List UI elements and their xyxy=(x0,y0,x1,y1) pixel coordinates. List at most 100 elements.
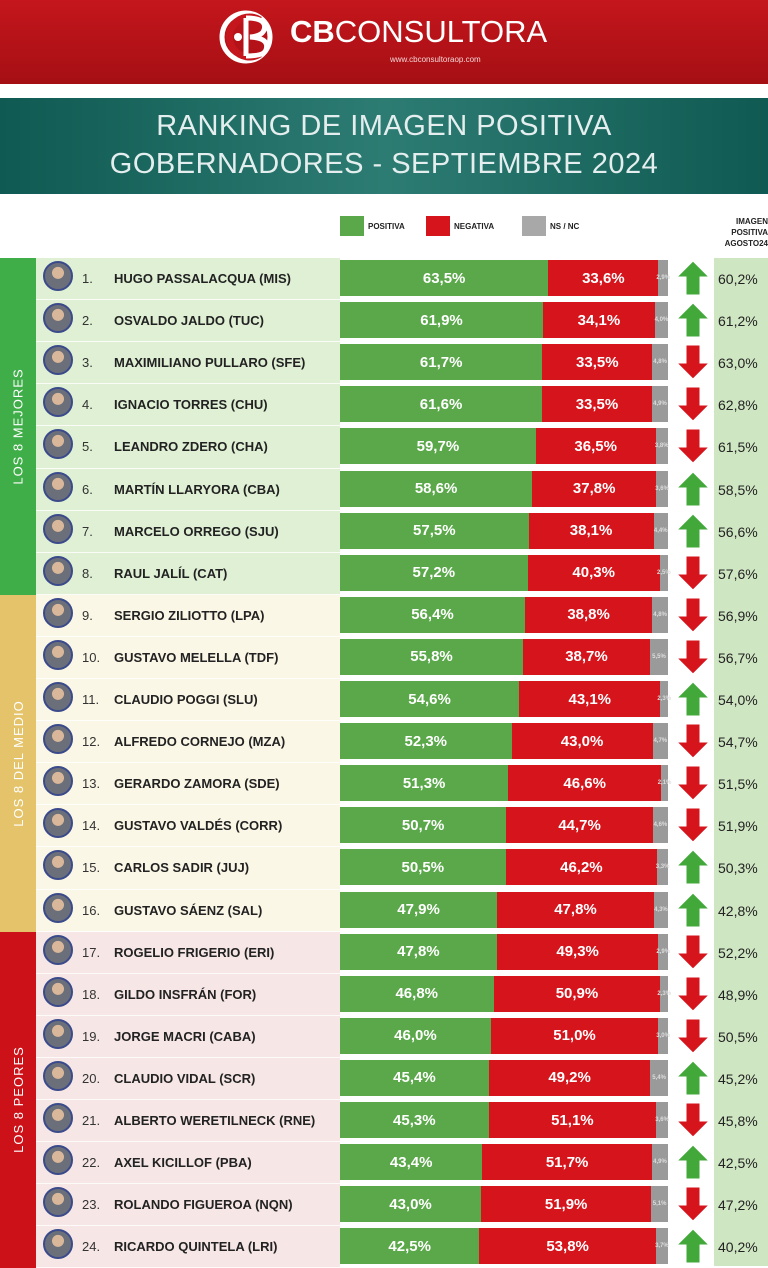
stacked-bar: 47,8% 49,3% 2,9% xyxy=(340,933,670,970)
governor-name: MAXIMILIANO PULLARO (SFE) xyxy=(114,355,306,371)
governor-avatar xyxy=(43,724,73,755)
previous-value: 51,5% xyxy=(718,776,758,793)
governor-name: RAUL JALÍL (CAT) xyxy=(114,565,228,581)
bar-nsnc: 5,1% xyxy=(651,1186,668,1223)
row-separator xyxy=(36,1099,340,1100)
cb-logo-icon xyxy=(219,10,273,64)
previous-value: 62,8% xyxy=(718,397,758,414)
rank-number: 14. xyxy=(82,818,101,834)
table-row: 15. CARLOS SADIR (JUJ) 50,5% 46,2% 3,3% 50,3% xyxy=(0,847,768,887)
bar-positive: 51,3% xyxy=(340,765,509,802)
governor-name: CLAUDIO VIDAL (SCR) xyxy=(114,1070,256,1086)
governor-avatar xyxy=(43,345,73,376)
governor-name: CLAUDIO POGGI (SLU) xyxy=(114,692,258,707)
row-separator xyxy=(36,593,340,595)
title-band: RANKING DE IMAGEN POSITIVA GOBERNADORES … xyxy=(0,98,768,194)
bar-positive: 47,9% xyxy=(340,891,498,928)
rank-number: 4. xyxy=(82,397,93,413)
bar-nsnc: 4,6% xyxy=(652,807,668,844)
table-row: 7. MARCELO ORREGO (SJU) 57,5% 38,1% 4,4% 56,6… xyxy=(0,511,768,551)
governor-name: JORGE MACRI (CABA) xyxy=(114,1028,256,1044)
chart-title-line-2: GOBERNADORES - SEPTIEMBRE 2024 xyxy=(109,148,659,180)
arrow-up-icon xyxy=(676,512,710,549)
bar-nsnc: 2,9% xyxy=(656,933,670,970)
rank-number: 17. xyxy=(82,944,101,960)
previous-value: 61,5% xyxy=(718,439,758,456)
stacked-bar: 59,7% 36,5% 3,8% xyxy=(340,428,669,465)
stacked-bar: 56,4% 38,8% 4,8% xyxy=(340,596,668,633)
previous-value: 58,5% xyxy=(718,481,758,498)
bar-nsnc: 3,7% xyxy=(655,1228,669,1265)
table-row: 22. AXEL KICILLOF (PBA) 43,4% 51,7% 4,9% 42,5… xyxy=(0,1142,768,1182)
row-separator xyxy=(36,425,340,427)
bar-negative: 50,9% xyxy=(493,975,661,1012)
governor-avatar xyxy=(43,261,73,291)
table-row: 19. JORGE MACRI (CABA) 46,0% 51,0% 3,0% 50,5% xyxy=(0,1016,768,1056)
bar-negative: 53,8% xyxy=(479,1228,656,1265)
bar-negative: 38,7% xyxy=(523,638,650,675)
previous-value: 60,2% xyxy=(718,271,758,287)
previous-value: 40,2% xyxy=(718,1239,758,1256)
bar-nsnc: 3,3% xyxy=(656,849,669,886)
previous-value: 45,2% xyxy=(718,1070,758,1087)
table-row: 1. HUGO PASSALACQUA (MIS) 63,5% 33,6% 2,9% 60… xyxy=(0,258,768,298)
previous-value: 52,2% xyxy=(718,944,758,961)
governor-name: GUSTAVO MELELLA (TDF) xyxy=(114,649,279,665)
arrow-down-icon xyxy=(676,1018,710,1054)
bar-positive: 43,0% xyxy=(340,1186,482,1223)
stacked-bar: 43,0% 51,9% 5,1% xyxy=(340,1186,668,1223)
table-row: 5. LEANDRO ZDERO (CHA) 59,7% 36,5% 3,8% 61,5% xyxy=(0,426,768,466)
bar-nsnc: 3,8% xyxy=(655,428,669,465)
rank-number: 21. xyxy=(82,1113,101,1128)
governor-avatar xyxy=(43,597,73,628)
bar-nsnc: 3,6% xyxy=(655,470,669,507)
brand-url: www.cbconsultoraop.com xyxy=(390,55,481,64)
governor-name: GILDO INSFRÁN (FOR) xyxy=(114,986,257,1002)
arrow-down-icon xyxy=(676,386,710,423)
governor-name: ROGELIO FRIGERIO (ERI) xyxy=(114,944,275,960)
bar-positive: 50,7% xyxy=(340,807,507,844)
governor-name: GUSTAVO SÁENZ (SAL) xyxy=(114,902,263,918)
governor-avatar xyxy=(43,976,73,1007)
bar-positive: 57,5% xyxy=(340,512,529,549)
group-row-background xyxy=(36,258,340,595)
arrow-down-icon xyxy=(676,428,710,465)
governor-name: ROLANDO FIGUEROA (NQN) xyxy=(114,1197,293,1213)
governor-avatar xyxy=(43,1229,73,1260)
governor-name: CARLOS SADIR (JUJ) xyxy=(114,860,250,876)
bar-positive: 58,6% xyxy=(340,470,533,507)
governor-avatar xyxy=(43,934,73,965)
group-band: LOS 8 PEORES xyxy=(0,931,36,1268)
bar-nsnc: 2,5% xyxy=(657,554,671,591)
governor-avatar xyxy=(43,1145,73,1176)
governor-avatar xyxy=(43,1060,73,1091)
governor-avatar xyxy=(43,429,73,460)
rank-number: 20. xyxy=(82,1070,101,1086)
row-separator xyxy=(36,509,340,511)
bar-negative: 43,1% xyxy=(519,681,661,717)
stacked-bar: 61,7% 33,5% 4,8% xyxy=(340,344,668,381)
rank-number: 9. xyxy=(82,607,93,623)
bar-negative: 47,8% xyxy=(497,891,654,928)
bar-nsnc: 2,9% xyxy=(656,260,670,296)
bar-negative: 51,1% xyxy=(488,1102,657,1138)
arrow-down-icon xyxy=(676,344,710,380)
table-row: 9. SERGIO ZILIOTTO (LPA) 56,4% 38,8% 4,8% 56,… xyxy=(0,595,768,635)
governor-name: SERGIO ZILIOTTO (LPA) xyxy=(114,607,265,623)
rank-number: 18. xyxy=(82,986,101,1002)
bar-negative: 46,2% xyxy=(505,849,658,886)
bar-nsnc: 2,1% xyxy=(658,765,671,802)
bar-positive: 61,6% xyxy=(340,386,543,423)
governor-avatar xyxy=(43,808,73,839)
row-separator xyxy=(36,551,340,553)
arrow-down-icon xyxy=(676,976,710,1012)
bar-negative: 38,1% xyxy=(528,512,654,549)
arrow-down-icon xyxy=(676,639,710,675)
previous-value: 56,6% xyxy=(718,523,758,540)
table-row: 6. MARTÍN LLARYORA (CBA) 58,6% 37,8% 3,6% 58,… xyxy=(0,469,768,509)
bar-negative: 49,2% xyxy=(488,1059,651,1096)
governor-avatar xyxy=(43,766,73,797)
group-row-background xyxy=(36,594,340,932)
arrow-down-icon xyxy=(676,597,710,633)
stacked-bar: 47,9% 47,8% 4,3% xyxy=(340,891,668,928)
